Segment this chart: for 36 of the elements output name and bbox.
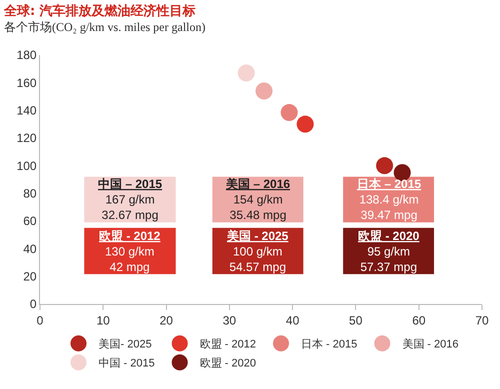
annotation: 中国 – 2015 167 g/km 32.67 mpg [98, 177, 162, 222]
y-tick-label: 20 [23, 270, 37, 284]
x-tick-label: 30 [222, 313, 236, 328]
x-tick-label: 40 [286, 313, 300, 328]
legend-label: 欧盟 - 2012 [200, 338, 256, 351]
legend-label: 欧盟 - 2020 [200, 358, 256, 370]
annotation: 欧盟 - 2012 130 g/km 42 mpg [99, 229, 161, 274]
x-tick-label: 50 [349, 313, 363, 328]
point [296, 116, 314, 133]
legend-label: 中国 - 2015 [98, 356, 155, 370]
y-tick-label: 40 [23, 242, 37, 256]
point [376, 157, 394, 174]
y-tick-label: 140 [16, 104, 37, 118]
point [280, 104, 298, 122]
y-tick-label: 100 [16, 158, 37, 173]
legend-label: 日本 - 2015 [301, 338, 358, 351]
legend-label: 美国- 2025 [98, 338, 152, 351]
legend-label: 美国 - 2016 [402, 338, 458, 351]
chart-subtitle: 各个市场(CO₂ g/km vs. miles per gallon) [4, 19, 206, 36]
chart-title: 全球: 汽车排放及燃油经济性目标 [4, 2, 196, 20]
y-tick-label: 120 [16, 131, 37, 146]
point [238, 64, 255, 82]
y-tick-label: 60 [23, 214, 37, 228]
y-tick-label: 80 [23, 186, 37, 201]
x-tick-label: 20 [160, 313, 174, 328]
annotation: 美国 - 2025 100 g/km 54.57 mpg [226, 229, 289, 274]
annotation: 美国 – 2016 154 g/km 35.48 mpg [225, 177, 290, 222]
point [256, 82, 273, 100]
y-tick-label: 160 [16, 76, 37, 90]
annotation: 日本 – 2015 138.4 g/km 39.47 mpg [357, 177, 422, 222]
annotation: 欧盟 - 2020 95 g/km 57.37 mpg [358, 229, 420, 274]
x-tick-label: 60 [412, 313, 426, 328]
x-tick-label: 70 [475, 313, 489, 328]
y-tick-label: 180 [16, 48, 37, 62]
x-tick-label: 10 [96, 313, 110, 328]
y-tick-label: 0 [30, 297, 37, 312]
